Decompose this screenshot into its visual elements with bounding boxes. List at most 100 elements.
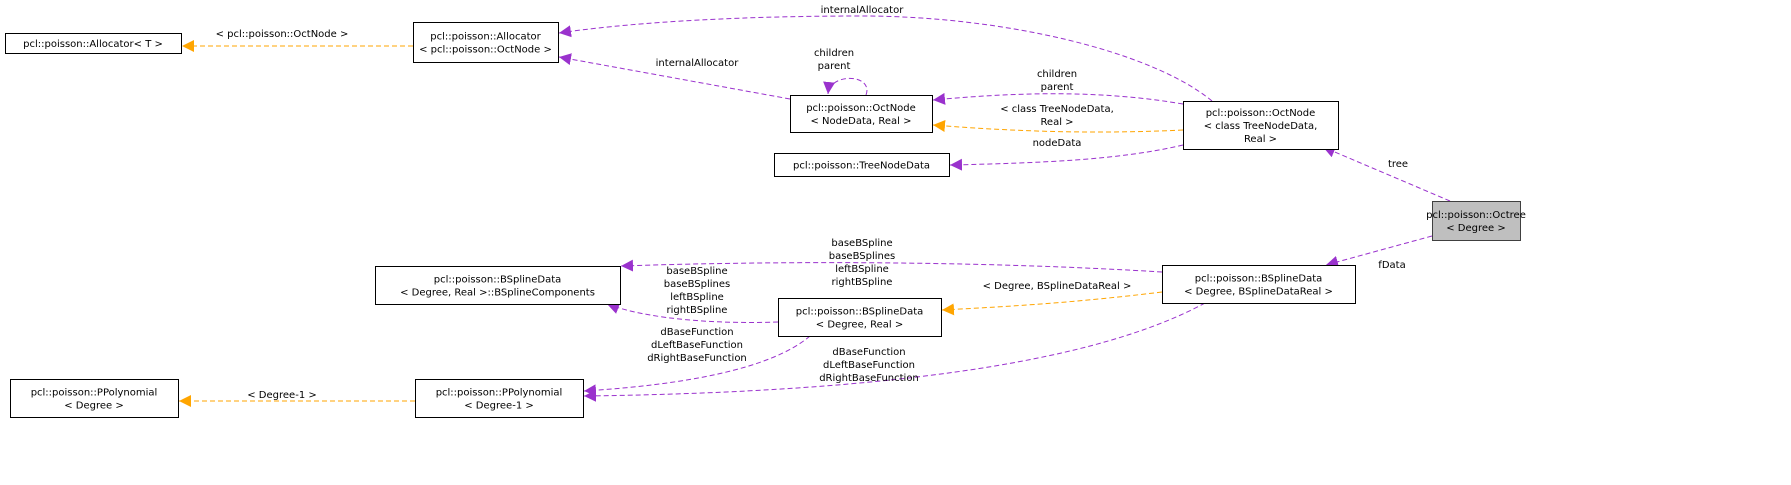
node-label: pcl::poisson::OctNode — [806, 103, 916, 114]
class-node-bsplinecomp[interactable]: pcl::poisson::BSplineData< Degree, Real … — [375, 266, 621, 305]
edge-octnode_class-to-octnode_nd: children parent — [932, 69, 1184, 105]
edge-alloc_oct-to-alloc_t: < pcl::poisson::OctNode > — [182, 29, 413, 52]
edge-label: dLeftBaseFunction — [823, 360, 915, 371]
edge-label: baseBSplines — [664, 279, 730, 290]
edge-label: tree — [1388, 159, 1408, 170]
class-node-alloc_oct[interactable]: pcl::poisson::Allocator< pcl::poisson::O… — [413, 22, 559, 63]
node-label: pcl::poisson::Allocator — [430, 32, 541, 43]
edge-label: baseBSpline — [831, 238, 892, 249]
edge-bsplinedata_real-to-bsplinecomp: baseBSpline baseBSplines leftBSpline rightB… — [606, 266, 779, 323]
node-label: < NodeData, Real > — [810, 116, 911, 127]
edge-label: internalAllocator — [656, 58, 740, 69]
edge-label: dBaseFunction — [832, 347, 905, 358]
node-label: pcl::poisson::BSplineData — [434, 275, 562, 286]
edge-bsplinedata_bsdr-to-bsplinecomp: baseBSpline baseBSplines leftBSpline rightB… — [620, 238, 1163, 288]
node-box — [790, 95, 933, 133]
edge-label: leftBSpline — [670, 292, 724, 303]
edge-line — [620, 259, 1163, 273]
edge-line — [932, 92, 1184, 105]
edge-line — [606, 302, 779, 323]
edge-line — [558, 15, 1213, 102]
edge-octnode_class-to-treenodedata: nodeData — [949, 138, 1184, 171]
node-box — [774, 153, 950, 177]
edge-ppoly_deg1-to-ppoly_deg: < Degree-1 > — [179, 390, 415, 407]
node-box — [1183, 101, 1339, 150]
node-label: < Degree, Real > — [816, 320, 903, 331]
node-box — [10, 379, 179, 418]
node-label: pcl::poisson::PPolynomial — [436, 388, 563, 399]
class-node-octnode_nd[interactable]: pcl::poisson::OctNode< NodeData, Real > — [790, 95, 933, 133]
node-label: pcl::poisson::Octree — [1426, 210, 1526, 221]
edge-label: dBaseFunction — [660, 327, 733, 338]
node-label: pcl::poisson::OctNode — [1206, 108, 1316, 119]
edge-line — [823, 77, 868, 96]
class-node-ppoly_deg1[interactable]: pcl::poisson::PPolynomial< Degree-1 > — [415, 379, 584, 418]
edge-label: Real > — [1040, 117, 1073, 128]
node-label: < pcl::poisson::OctNode > — [419, 45, 552, 56]
edge-label: < pcl::poisson::OctNode > — [216, 29, 349, 40]
edge-octnode_nd-to-octnode_nd: children parent — [814, 48, 868, 96]
node-box — [1432, 201, 1521, 241]
class-node-bsplinedata_bsdr[interactable]: pcl::poisson::BSplineData< Degree, BSpli… — [1162, 265, 1356, 304]
node-label: pcl::poisson::BSplineData — [1195, 274, 1323, 285]
edge-label: < Degree-1 > — [247, 390, 316, 401]
node-box — [375, 266, 621, 305]
node-box — [778, 298, 942, 337]
edge-line — [941, 291, 1163, 316]
edge-label: dRightBaseFunction — [647, 353, 747, 364]
edge-octree-to-octnode_class: tree — [1322, 146, 1451, 202]
edge-line — [583, 302, 1206, 402]
node-box — [413, 22, 559, 63]
edge-label: rightBSpline — [832, 277, 893, 288]
node-label: < Degree, Real >::BSplineComponents — [400, 288, 595, 299]
edge-line — [932, 119, 1184, 133]
edge-label: nodeData — [1033, 138, 1082, 149]
node-box — [415, 379, 584, 418]
node-label: < Degree > — [64, 401, 124, 412]
edge-bsplinedata_real-to-ppoly_deg1: dBaseFunction dLeftBaseFunction dRightBase… — [583, 327, 811, 397]
edge-octnode_class-to-octnode_nd: < class TreeNodeData, Real > — [932, 104, 1184, 133]
edge-label: internalAllocator — [821, 5, 905, 16]
edge-label: rightBSpline — [667, 305, 728, 316]
node-label: < Degree > — [1446, 223, 1506, 234]
class-node-treenodedata[interactable]: pcl::poisson::TreeNodeData — [774, 153, 950, 177]
edge-line — [583, 335, 811, 397]
class-node-octree[interactable]: pcl::poisson::Octree< Degree > — [1426, 201, 1526, 241]
edge-octree-to-bsplinedata_bsdr: fData — [1325, 235, 1433, 271]
edge-bsplinedata_bsdr-to-bsplinedata_real: < Degree, BSplineDataReal > — [941, 281, 1163, 316]
class-node-alloc_t[interactable]: pcl::poisson::Allocator< T > — [5, 33, 182, 54]
edge-label: parent — [1041, 82, 1074, 93]
node-label: < Degree, BSplineDataReal > — [1184, 287, 1333, 298]
edge-octnode_class-to-alloc_oct: internalAllocator — [558, 5, 1213, 102]
edge-line — [1322, 146, 1451, 202]
edge-octnode_nd-to-alloc_oct: internalAllocator — [558, 53, 791, 100]
node-label: pcl::poisson::PPolynomial — [31, 388, 158, 399]
edge-label: < Degree, BSplineDataReal > — [983, 281, 1132, 292]
node-label: pcl::poisson::Allocator< T > — [23, 39, 163, 50]
node-box — [5, 33, 182, 54]
edge-label: children — [1037, 69, 1077, 80]
class-node-octnode_class[interactable]: pcl::poisson::OctNode< class TreeNodeDat… — [1183, 101, 1339, 150]
class-node-bsplinedata_real[interactable]: pcl::poisson::BSplineData< Degree, Real … — [778, 298, 942, 337]
edge-label: dRightBaseFunction — [819, 373, 919, 384]
edge-label: dLeftBaseFunction — [651, 340, 743, 351]
edge-label: < class TreeNodeData, — [1000, 104, 1114, 115]
node-label: pcl::poisson::TreeNodeData — [793, 161, 930, 172]
edge-label: fData — [1378, 260, 1405, 271]
edge-label: parent — [818, 61, 851, 72]
node-box — [1162, 265, 1356, 304]
edge-label: baseBSplines — [829, 251, 895, 262]
node-label: Real > — [1244, 134, 1277, 145]
node-label: pcl::poisson::BSplineData — [796, 307, 924, 318]
edge-label: leftBSpline — [835, 264, 889, 275]
class-node-ppoly_deg[interactable]: pcl::poisson::PPolynomial< Degree > — [10, 379, 179, 418]
node-label: < Degree-1 > — [464, 401, 533, 412]
edge-label: baseBSpline — [666, 266, 727, 277]
edge-line — [1325, 235, 1433, 268]
edge-label: children — [814, 48, 854, 59]
edge-bsplinedata_bsdr-to-ppoly_deg1: dBaseFunction dLeftBaseFunction dRightBase… — [583, 302, 1206, 402]
edge-line — [558, 53, 791, 100]
edge-line — [949, 144, 1184, 171]
node-label: < class TreeNodeData, — [1204, 121, 1318, 132]
